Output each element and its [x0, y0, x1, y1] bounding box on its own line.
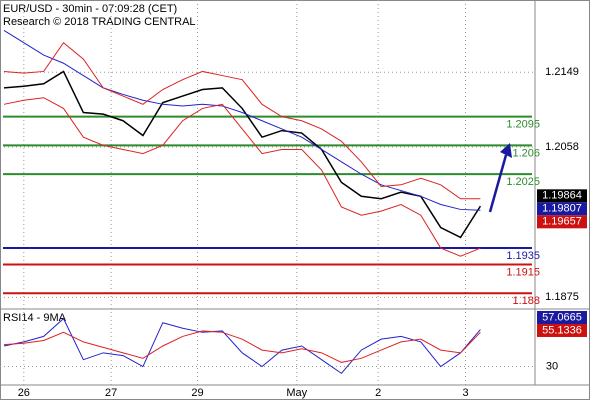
price-line [3, 29, 481, 211]
chart-subtitle: Research © 2018 TRADING CENTRAL [3, 16, 196, 28]
price-box-label: 55.1336 [542, 324, 582, 336]
forecast-arrow [488, 154, 508, 213]
arrow-head [500, 143, 512, 158]
x-tick-label: 29 [191, 387, 203, 399]
level-label: 1.1915 [506, 266, 540, 278]
price-box [537, 323, 587, 337]
level-label: 1.188 [512, 295, 540, 307]
price-line [3, 97, 481, 257]
chart-title: EUR/USD - 30min - 07:09:28 (CET) [3, 3, 177, 15]
y-tick-label: 1.2149 [545, 66, 579, 78]
price-line [3, 41, 481, 200]
level-label: 1.2095 [506, 119, 540, 131]
x-tick-label: 3 [462, 387, 468, 399]
x-tick-label: 2 [375, 387, 381, 399]
price-box [537, 189, 587, 203]
level-label: 1.2025 [506, 176, 540, 188]
price-line [3, 70, 482, 239]
y-tick-label: 1.1875 [545, 291, 579, 303]
price-box-label: 1.19807 [542, 203, 582, 215]
y-tick-label: 1.2058 [545, 141, 579, 153]
level-label: 1.1935 [506, 250, 540, 262]
price-box [537, 202, 587, 216]
price-box-label: 57.0665 [542, 311, 582, 323]
rsi-label: RSI14 - 9MA [3, 312, 67, 324]
rsi-line [3, 317, 481, 375]
price-box [537, 310, 587, 324]
x-tick-label: 26 [18, 387, 30, 399]
price-box-label: 1.19657 [542, 216, 582, 228]
y-tick-label: 30 [546, 360, 558, 372]
price-box-label: 1.19864 [542, 190, 582, 202]
x-tick-label: 27 [105, 387, 117, 399]
rsi-line [3, 330, 481, 363]
level-label: 1.206 [512, 147, 540, 159]
x-tick-label: May [286, 387, 307, 399]
price-box [537, 215, 587, 229]
